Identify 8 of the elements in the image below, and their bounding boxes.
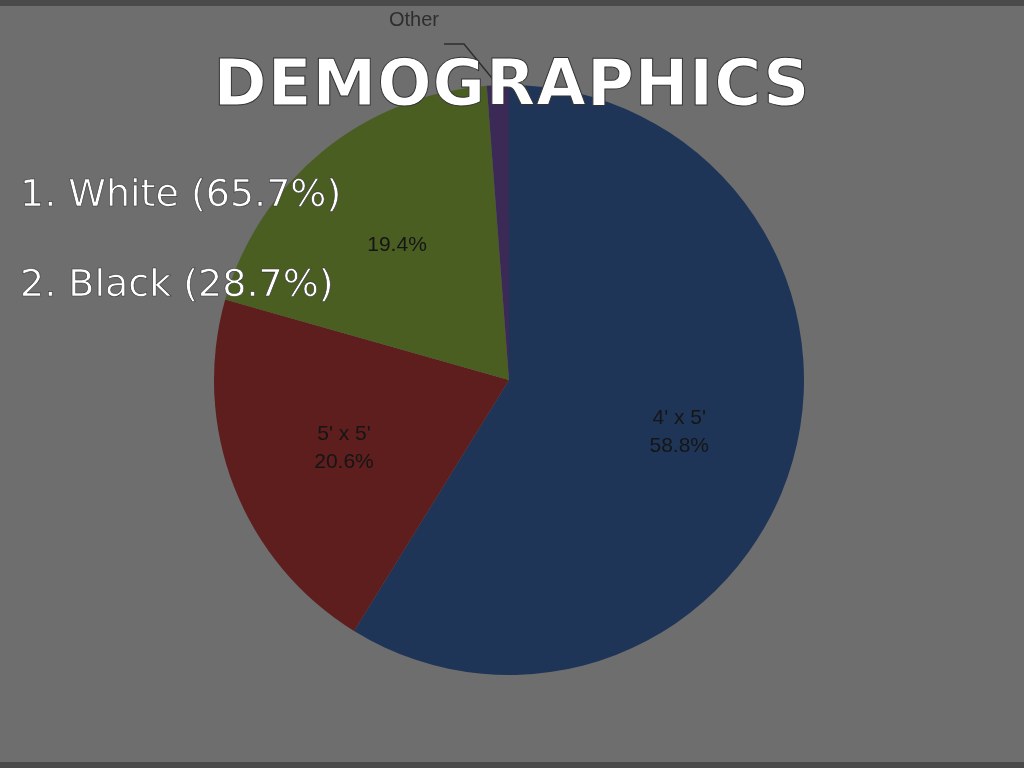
data-label: 19.4% <box>367 231 427 255</box>
slice-label: Other <box>388 8 440 30</box>
data-label: 58.8% <box>649 433 710 457</box>
data-label: 20.6% <box>314 449 374 473</box>
slice-label: 5' x 5' <box>317 421 371 445</box>
text: DEMOGRAPHICS <box>213 46 811 120</box>
text: 2. Black (28.7%) <box>20 261 334 305</box>
slice-label: 4' x 5' <box>652 405 707 429</box>
